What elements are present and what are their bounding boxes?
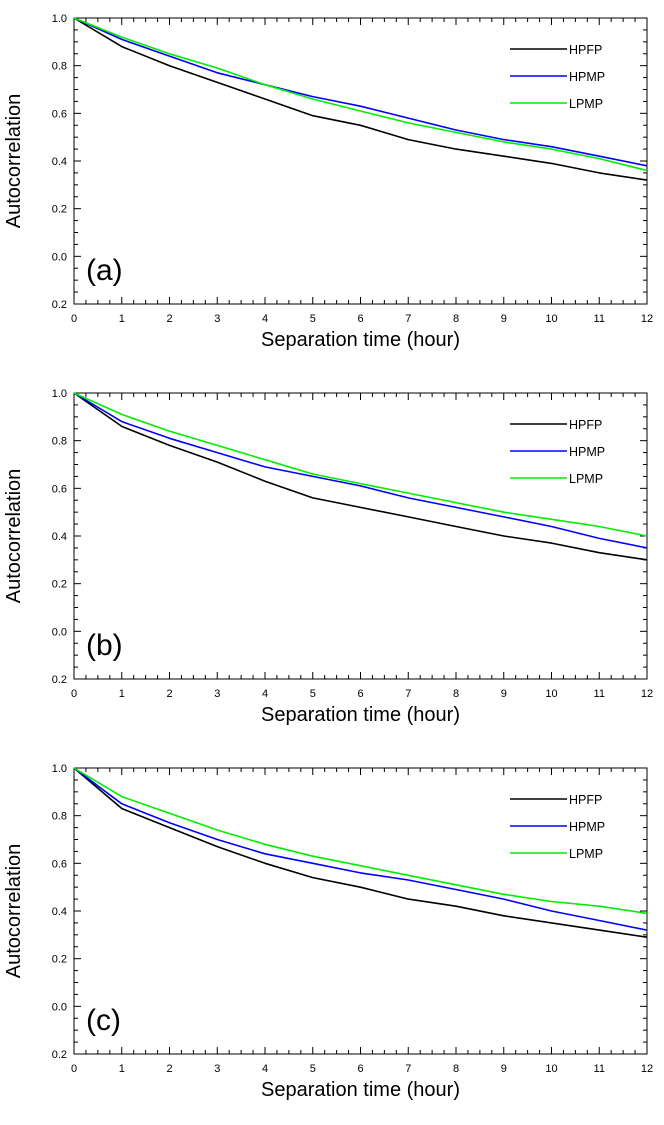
x-tick-label: 2 (166, 688, 172, 700)
series-line-lpmp (73, 17, 648, 172)
x-tick-label: 8 (453, 688, 459, 700)
x-tick-label: 5 (310, 313, 316, 325)
legend-label: HPFP (569, 43, 602, 57)
x-tick-label: 6 (357, 688, 363, 700)
y-tick-label: 0.0 (52, 626, 67, 638)
y-tick-label: 0.4 (52, 906, 67, 918)
x-tick-label: 3 (214, 1063, 220, 1075)
x-tick-label: 11 (594, 688, 605, 700)
y-tick-label: 0.2 (52, 1049, 67, 1061)
x-tick-label: 7 (405, 313, 411, 325)
x-tick-label: 10 (545, 313, 557, 325)
x-tick-label: 8 (453, 1063, 459, 1075)
y-tick-label: 0.2 (52, 674, 67, 686)
y-tick-label: 0.6 (52, 108, 67, 120)
x-tick-label: 12 (641, 1063, 653, 1075)
legend-label: HPMP (569, 445, 605, 459)
y-tick-label: 0.4 (52, 531, 67, 543)
y-axis-title: Autocorrelation (3, 844, 25, 979)
series-line-hpmp (73, 767, 648, 931)
series-line-hpfp (73, 767, 648, 938)
plot-frame (73, 767, 648, 1055)
x-tick-label: 12 (641, 313, 653, 325)
x-tick-label: 11 (594, 1063, 605, 1075)
legend-label: LPMP (569, 97, 603, 111)
x-tick-label: 1 (119, 1063, 125, 1075)
y-tick-label: 0.2 (52, 299, 67, 311)
series-line-hpmp (73, 392, 648, 549)
plot-frame (73, 17, 648, 305)
x-axis-title: Separation time (hour) (261, 1079, 460, 1101)
y-axis-title: Autocorrelation (3, 94, 25, 229)
y-tick-label: 0.2 (52, 954, 67, 966)
x-tick-label: 2 (166, 1063, 172, 1075)
x-axis-title: Separation time (hour) (261, 704, 460, 726)
legend-label: HPMP (569, 70, 605, 84)
y-tick-label: 1.0 (52, 13, 67, 25)
panel-label: (b) (86, 629, 123, 662)
x-tick-label: 1 (119, 688, 125, 700)
x-tick-label: 10 (545, 1063, 557, 1075)
x-tick-label: 9 (501, 1063, 507, 1075)
x-tick-label: 4 (262, 1063, 268, 1075)
chart-panel-0: 1.00.80.60.40.20.00.20 1 2 3 4 5 6 7 8 9 10 11 12Sep… (3, 13, 653, 351)
y-axis-title: Autocorrelation (3, 469, 25, 604)
x-tick-label: 3 (214, 688, 220, 700)
legend-label: HPMP (569, 820, 605, 834)
x-tick-label: 3 (214, 313, 220, 325)
series-line-hpmp (73, 17, 648, 167)
series-line-hpfp (73, 17, 648, 181)
y-tick-label: 0.2 (52, 579, 67, 591)
x-tick-label: 5 (310, 688, 316, 700)
x-tick-label: 12 (641, 688, 653, 700)
y-tick-label: 0.8 (52, 61, 67, 73)
y-tick-label: 0.0 (52, 251, 67, 263)
chart-panel-2: 1.00.80.60.40.20.00.20 1 2 3 4 5 6 7 8 9 10 11 12Sep… (3, 763, 653, 1101)
series-line-hpfp (73, 392, 648, 561)
panel-label: (c) (86, 1004, 121, 1037)
y-tick-label: 0.8 (52, 811, 67, 823)
x-axis-title: Separation time (hour) (261, 329, 460, 351)
y-tick-label: 0.4 (52, 156, 67, 168)
x-tick-label: 4 (262, 688, 268, 700)
x-tick-label: 0 (71, 313, 77, 325)
x-tick-label: 11 (594, 313, 605, 325)
legend-label: LPMP (569, 847, 603, 861)
y-tick-label: 1.0 (52, 763, 67, 775)
legend-label: HPFP (569, 793, 602, 807)
chart-panel-1: 1.00.80.60.40.20.00.20 1 2 3 4 5 6 7 8 9 10 11 12Sep… (3, 388, 653, 726)
series-line-lpmp (73, 392, 648, 537)
y-tick-label: 0.2 (52, 204, 67, 216)
y-tick-label: 1.0 (52, 388, 67, 400)
y-tick-label: 0.6 (52, 483, 67, 495)
x-tick-label: 5 (310, 1063, 316, 1075)
x-tick-label: 6 (357, 1063, 363, 1075)
legend-label: HPFP (569, 418, 602, 432)
legend-label: LPMP (569, 472, 603, 486)
x-tick-label: 7 (405, 688, 411, 700)
x-tick-label: 2 (166, 313, 172, 325)
series-line-lpmp (73, 767, 648, 915)
plot-frame (73, 392, 648, 680)
x-tick-label: 8 (453, 313, 459, 325)
x-tick-label: 6 (357, 313, 363, 325)
x-tick-label: 9 (501, 313, 507, 325)
x-tick-label: 4 (262, 313, 268, 325)
y-tick-label: 0.6 (52, 858, 67, 870)
x-tick-label: 10 (545, 688, 557, 700)
y-tick-label: 0.8 (52, 436, 67, 448)
panel-label: (a) (86, 254, 123, 287)
x-tick-label: 0 (71, 688, 77, 700)
x-tick-label: 1 (119, 313, 125, 325)
y-tick-label: 0.0 (52, 1001, 67, 1013)
x-tick-label: 0 (71, 1063, 77, 1075)
x-tick-label: 7 (405, 1063, 411, 1075)
x-tick-label: 9 (501, 688, 507, 700)
